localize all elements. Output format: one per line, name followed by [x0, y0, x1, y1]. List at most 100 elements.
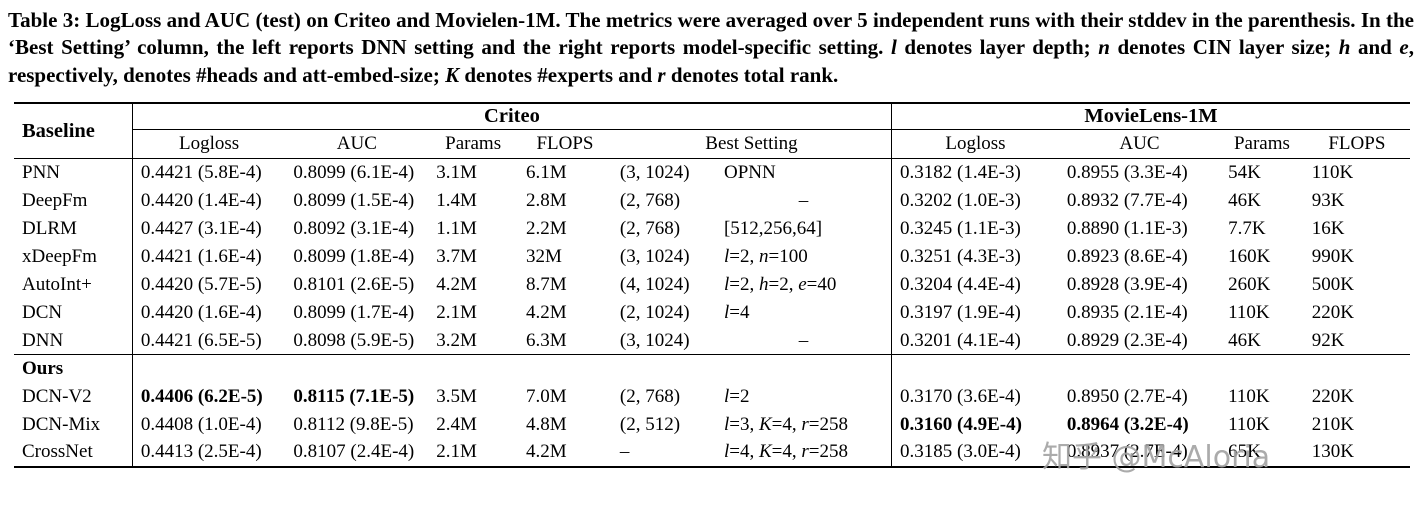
- cell: 0.8099 (1.7E-4): [293, 301, 415, 323]
- cell: 92K: [1311, 329, 1345, 351]
- cell: [285, 354, 429, 383]
- row-label: DCN-Mix: [14, 410, 133, 439]
- row-autoint+: AutoInt+ 0.4420 (5.7E-5) 0.8101 (2.6E-5) 4.…: [14, 270, 1410, 299]
- row-label: Ours: [14, 354, 133, 383]
- cell: 0.4420 (1.6E-4): [140, 301, 262, 323]
- cell: 990K: [1311, 245, 1354, 267]
- cell: (2, 768): [619, 189, 681, 211]
- cell: [715, 354, 893, 383]
- col-header-best-setting: Best Setting: [611, 129, 893, 160]
- cell: 0.8890 (1.1E-3): [1066, 217, 1188, 239]
- cell: 0.8964 (3.2E-4): [1066, 413, 1189, 435]
- cell: [518, 354, 612, 383]
- cell: 46K: [1228, 189, 1261, 211]
- cell: –: [715, 326, 893, 355]
- col-header-ml-params: Params: [1220, 129, 1304, 160]
- cell: [611, 354, 716, 383]
- cell: 1.4M: [436, 189, 477, 211]
- cell: 16K: [1311, 217, 1345, 239]
- col-header-criteo-params: Params: [428, 129, 519, 160]
- cell: 0.3202 (1.0E-3): [900, 189, 1021, 211]
- cell: l=2: [715, 382, 893, 411]
- row-label: xDeepFm: [14, 242, 133, 271]
- cell: 54K: [1228, 162, 1261, 184]
- cell: 0.8935 (2.1E-4): [1066, 301, 1188, 323]
- cell: 0.3182 (1.4E-3): [900, 162, 1021, 184]
- cell: 4.2M: [526, 301, 567, 323]
- criteo-group-header: Criteo: [132, 102, 893, 131]
- cell: 0.4420 (5.7E-5): [140, 273, 262, 295]
- cell: 160K: [1228, 245, 1271, 267]
- table-caption: Table 3: LogLoss and AUC (test) on Crite…: [8, 8, 1414, 87]
- cell: 4.8M: [526, 413, 567, 435]
- cell: l=3, K=4, r=258: [715, 410, 893, 439]
- cell: 0.8099 (1.8E-4): [293, 245, 415, 267]
- cell: 0.8928 (3.9E-4): [1066, 273, 1188, 295]
- cell: 3.1M: [436, 162, 477, 184]
- sub-header-row: Logloss AUC Params FLOPS Best Setting Lo…: [14, 129, 1410, 160]
- cell: 0.3197 (1.9E-4): [900, 301, 1021, 323]
- cell: [512,256,64]: [715, 214, 893, 243]
- cell: OPNN: [715, 158, 893, 187]
- cell: 4.2M: [436, 273, 477, 295]
- cell: 0.8099 (6.1E-4): [293, 162, 415, 184]
- cell: 110K: [1228, 413, 1270, 435]
- cell: 7.0M: [526, 385, 567, 407]
- cell: l=2, h=2, e=40: [715, 270, 893, 299]
- cell: 0.8092 (3.1E-4): [293, 217, 415, 239]
- cell: l=4, K=4, r=258: [715, 438, 893, 467]
- cell: [1058, 354, 1221, 383]
- row-xdeepfm: xDeepFm 0.4421 (1.6E-4) 0.8099 (1.8E-4) 3.7…: [14, 242, 1410, 271]
- cell: 0.3251 (4.3E-3): [900, 245, 1021, 267]
- cell: 6.3M: [526, 329, 567, 351]
- row-label: PNN: [14, 158, 133, 187]
- row-dnn: DNN 0.4421 (6.5E-5) 0.8098 (5.9E-5) 3.2M 6.3…: [14, 326, 1410, 355]
- cell: 0.3201 (4.1E-4): [900, 329, 1021, 351]
- cell: 1.1M: [436, 217, 477, 239]
- row-label: DCN-V2: [14, 382, 133, 411]
- cell: [891, 354, 1059, 383]
- group-header-row: Baseline Criteo MovieLens-1M: [14, 102, 1410, 160]
- cell: 2.2M: [526, 217, 567, 239]
- cell: 0.8955 (3.3E-4): [1066, 162, 1188, 184]
- cell: 0.4420 (1.4E-4): [140, 189, 262, 211]
- baseline-header: Baseline: [14, 102, 133, 160]
- cell: 220K: [1311, 301, 1354, 323]
- cell: 0.4413 (2.5E-4): [140, 441, 262, 463]
- cell: [1303, 354, 1410, 383]
- row-dcn-mix: DCN-Mix 0.4408 (1.0E-4) 0.8112 (9.8E-5) 2.4…: [14, 410, 1410, 439]
- cell: 7.7K: [1228, 217, 1266, 239]
- cell: 220K: [1311, 385, 1354, 407]
- cell: 4.2M: [526, 441, 567, 463]
- results-table: Baseline Criteo MovieLens-1M Logloss AUC…: [14, 101, 1410, 468]
- row-dcn-v2: DCN-V2 0.4406 (6.2E-5) 0.8115 (7.1E-5) 3.5M…: [14, 382, 1410, 411]
- cell: 0.4421 (6.5E-5): [140, 329, 262, 351]
- cell: 8.7M: [526, 273, 567, 295]
- cell: 130K: [1311, 441, 1354, 463]
- cell: 0.8950 (2.7E-4): [1066, 385, 1188, 407]
- row-label: DCN: [14, 298, 133, 327]
- row-pnn: PNN 0.4421 (5.8E-4) 0.8099 (6.1E-4) 3.1M 6.1…: [14, 158, 1410, 187]
- cell: (3, 1024): [619, 245, 690, 267]
- cell: [428, 354, 519, 383]
- cell: 32M: [526, 245, 562, 267]
- cell: 0.3170 (3.6E-4): [900, 385, 1021, 407]
- row-label: DLRM: [14, 214, 133, 243]
- cell: 0.8937 (2.7E-4): [1066, 441, 1188, 463]
- col-header-criteo-auc: AUC: [285, 129, 429, 160]
- cell: (4, 1024): [619, 273, 690, 295]
- row-label: DNN: [14, 326, 133, 355]
- cell: 0.4427 (3.1E-4): [140, 217, 262, 239]
- cell: 6.1M: [526, 162, 567, 184]
- cell: 500K: [1311, 273, 1354, 295]
- cell: 0.4408 (1.0E-4): [140, 413, 262, 435]
- cell: 110K: [1228, 385, 1270, 407]
- cell: –: [715, 186, 893, 215]
- col-header-ml-auc: AUC: [1058, 129, 1221, 160]
- row-dlrm: DLRM 0.4427 (3.1E-4) 0.8092 (3.1E-4) 1.1M 2.…: [14, 214, 1410, 243]
- row-label: CrossNet: [14, 438, 133, 467]
- row-crossnet: CrossNet 0.4413 (2.5E-4) 0.8107 (2.4E-4) 2.…: [14, 438, 1410, 467]
- col-header-criteo-flops: FLOPS: [518, 129, 612, 160]
- col-header-criteo-logloss: Logloss: [132, 129, 286, 160]
- cell: [1220, 354, 1304, 383]
